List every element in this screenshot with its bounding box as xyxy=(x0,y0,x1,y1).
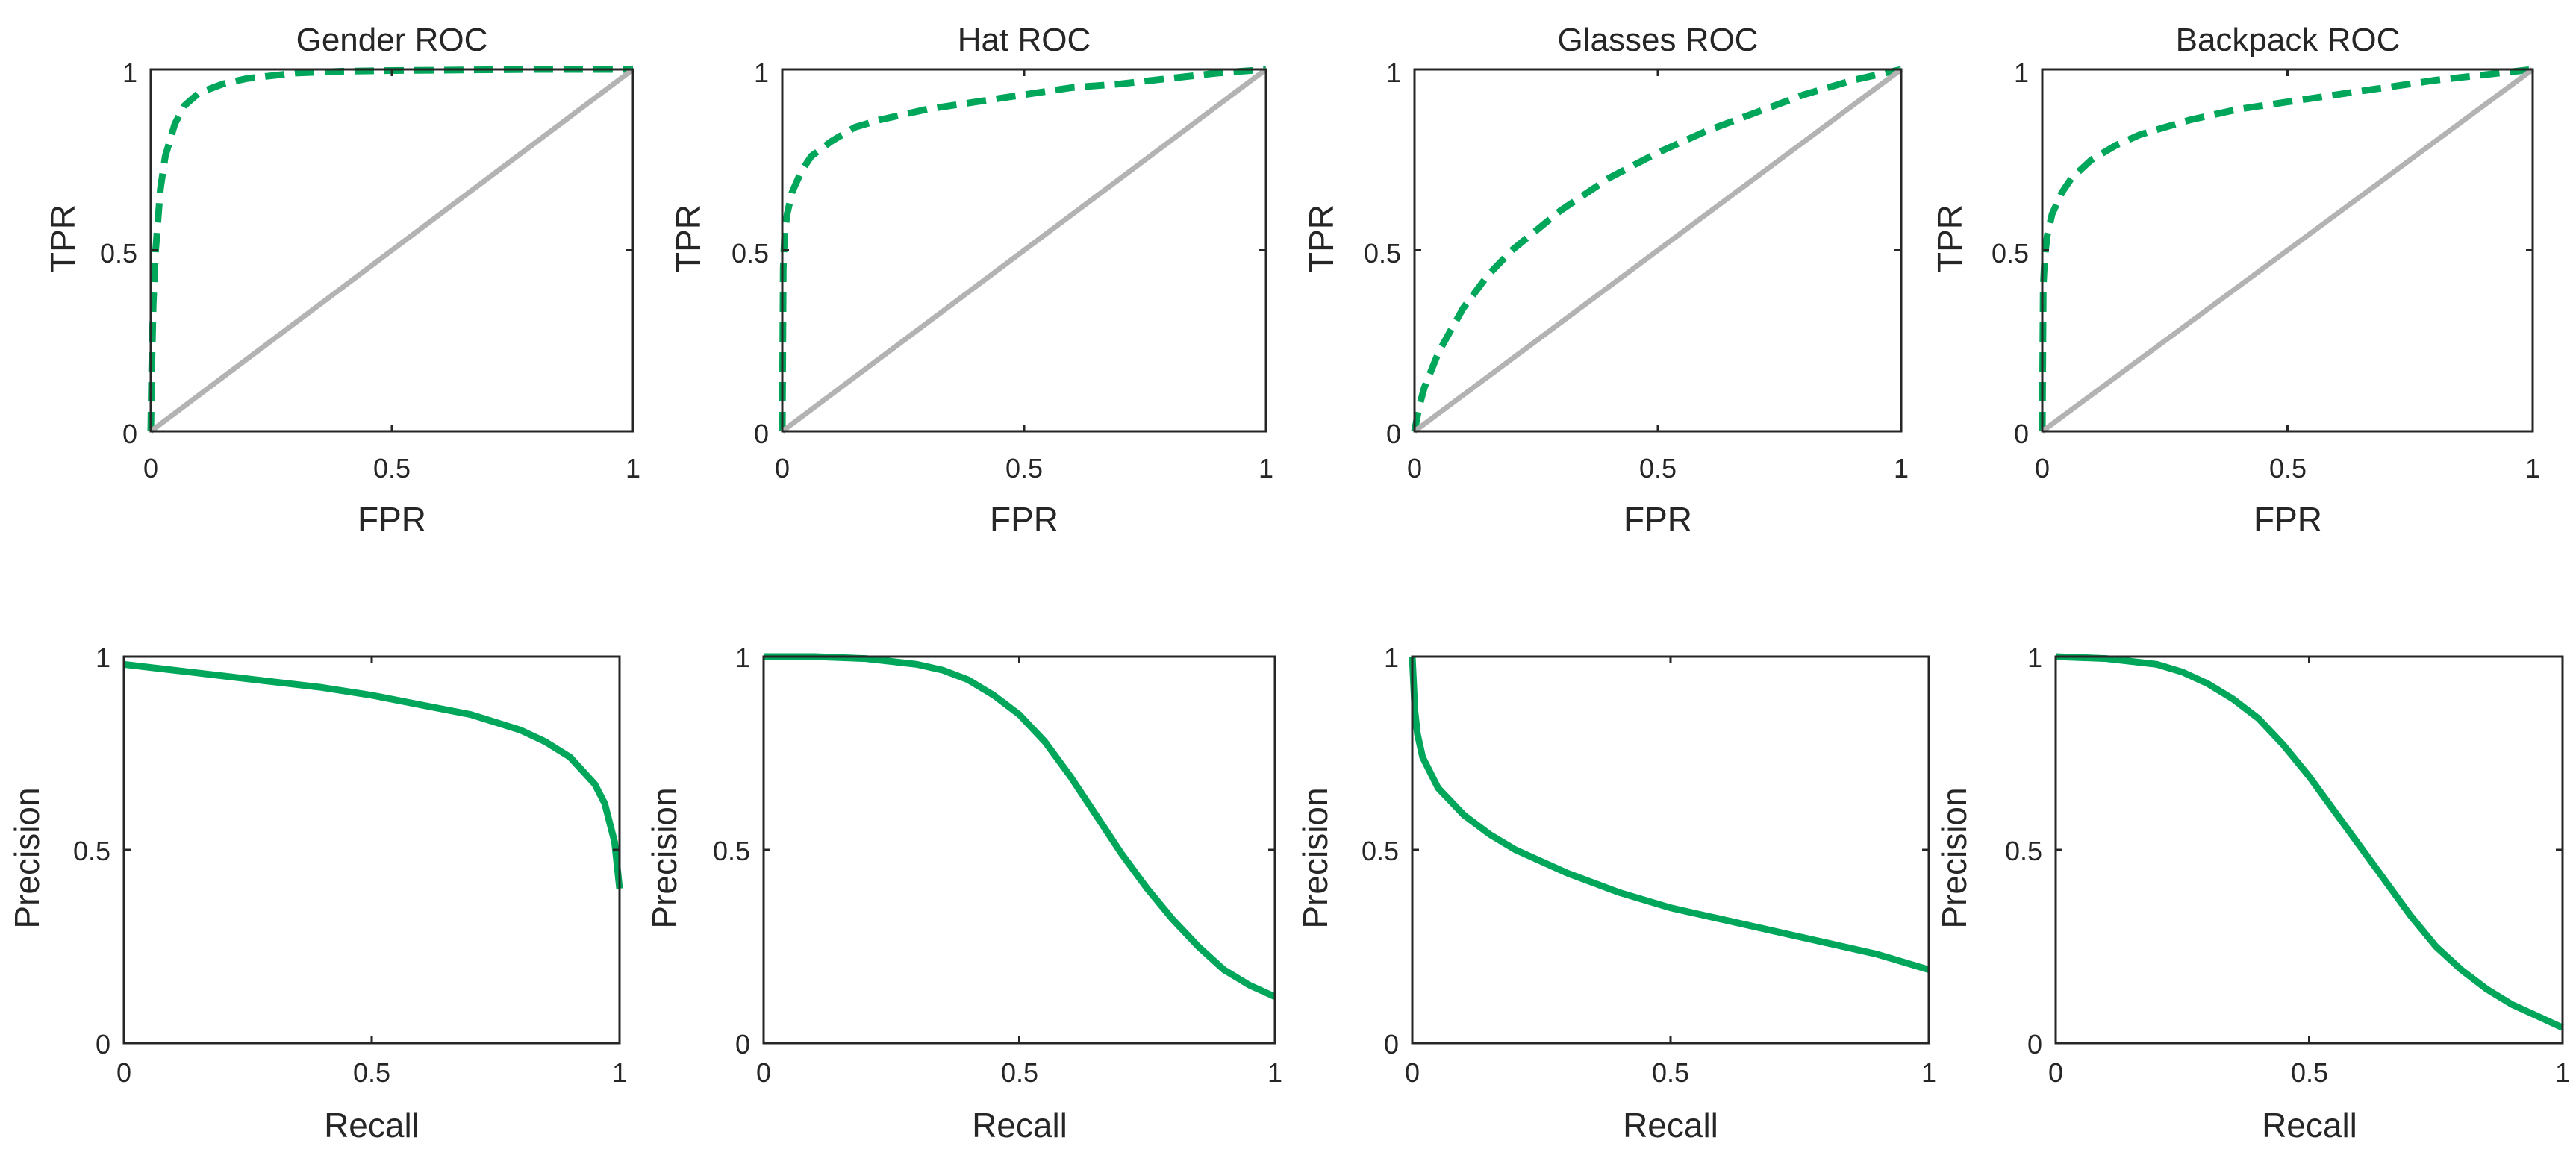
chart-title: Hat ROC xyxy=(958,22,1091,58)
y-tick-label: 0.5 xyxy=(1992,238,2029,269)
y-axis-label: Precision xyxy=(645,787,684,928)
x-tick-label: 1 xyxy=(1267,1057,1282,1088)
model-curve-line xyxy=(123,660,623,889)
chart-title: Glasses ROC xyxy=(1558,22,1759,58)
chance-diagonal-line xyxy=(780,67,1268,434)
x-tick-label: 0.5 xyxy=(1001,1057,1038,1088)
panel-backpack-pr: Recall Precision 0 0.5 1 0 0.5 1 xyxy=(1935,642,2570,1145)
x-tick-label: 0 xyxy=(2035,453,2050,484)
y-axis-label: Precision xyxy=(7,787,46,928)
y-tick-label: 0 xyxy=(2014,419,2029,449)
y-tick-label: 0 xyxy=(96,1029,110,1060)
y-tick-label: 0 xyxy=(122,419,137,449)
x-axis-label: FPR xyxy=(1624,500,1692,539)
y-tick-label: 0.5 xyxy=(73,836,110,866)
y-tick-label: 1 xyxy=(1384,642,1399,673)
x-tick-label: 0.5 xyxy=(353,1057,390,1088)
y-axis-label: TPR xyxy=(1930,204,1969,273)
x-tick-label: 0.5 xyxy=(1005,453,1043,484)
plot-frame xyxy=(1411,655,1930,1045)
x-tick-label: 1 xyxy=(612,1057,627,1088)
y-axis-label: TPR xyxy=(1302,204,1341,273)
x-axis-label: Recall xyxy=(2262,1106,2357,1145)
chance-diagonal-line xyxy=(2040,67,2535,434)
x-axis-label: Recall xyxy=(972,1106,1067,1145)
x-tick-label: 0 xyxy=(775,453,790,484)
y-tick-label: 0 xyxy=(2027,1029,2042,1060)
x-axis-label: FPR xyxy=(990,500,1058,539)
y-tick-label: 0.5 xyxy=(100,238,137,269)
y-tick-label: 1 xyxy=(754,57,769,88)
x-tick-label: 0 xyxy=(2048,1057,2063,1088)
panel-backpack-roc: Backpack ROC FPR TPR 0 0.5 1 0 0.5 1 xyxy=(1930,22,2540,539)
model-curve-line xyxy=(764,653,1276,1000)
x-tick-label: 0.5 xyxy=(1639,453,1677,484)
panel-glasses-roc: Glasses ROC FPR TPR 0 0.5 1 0 0.5 1 xyxy=(1302,22,1909,539)
x-tick-label: 0 xyxy=(1407,453,1422,484)
panel-gender-roc: Gender ROC FPR TPR 0 0.5 1 0 0.5 1 xyxy=(43,22,640,539)
y-tick-label: 0 xyxy=(1386,419,1401,449)
x-tick-label: 0.5 xyxy=(2291,1057,2328,1088)
y-axis-label: Precision xyxy=(1935,787,1974,928)
model-curve-line xyxy=(2055,653,2564,1031)
y-axis-label: TPR xyxy=(43,204,82,273)
y-tick-label: 0 xyxy=(735,1029,750,1060)
x-axis-label: FPR xyxy=(358,500,426,539)
plot-frame xyxy=(122,655,621,1045)
panel-hat-roc: Hat ROC FPR TPR 0 0.5 1 0 0.5 1 xyxy=(669,22,1273,539)
y-tick-label: 0 xyxy=(754,419,769,449)
x-tick-label: 1 xyxy=(1921,1057,1936,1088)
x-tick-label: 1 xyxy=(2555,1057,2570,1088)
x-tick-label: 0 xyxy=(143,453,158,484)
y-tick-label: 1 xyxy=(122,57,137,88)
y-tick-label: 0.5 xyxy=(1362,836,1399,866)
model-curve-line xyxy=(1409,656,1930,973)
x-tick-label: 1 xyxy=(2525,453,2540,484)
x-tick-label: 0.5 xyxy=(2269,453,2307,484)
panel-gender-pr: Recall Precision 0 0.5 1 0 0.5 1 xyxy=(7,642,627,1145)
y-tick-label: 1 xyxy=(2014,57,2029,88)
y-tick-label: 1 xyxy=(735,642,750,673)
x-tick-label: 0.5 xyxy=(373,453,411,484)
x-axis-label: FPR xyxy=(2254,500,2322,539)
model-curve-line xyxy=(779,66,1267,432)
panel-glasses-pr: Recall Precision 0 0.5 1 0 0.5 1 xyxy=(1296,642,1936,1145)
x-tick-label: 0 xyxy=(756,1057,771,1088)
y-axis-label: TPR xyxy=(669,204,708,273)
x-tick-label: 0 xyxy=(1405,1057,1420,1088)
y-tick-label: 0.5 xyxy=(732,238,769,269)
x-tick-label: 1 xyxy=(1259,453,1273,484)
x-tick-label: 0 xyxy=(116,1057,131,1088)
chance-diagonal-line xyxy=(1412,67,1903,434)
y-tick-label: 1 xyxy=(96,642,110,673)
x-tick-label: 0.5 xyxy=(1652,1057,1689,1088)
y-tick-label: 0.5 xyxy=(2005,836,2042,866)
model-curve-line xyxy=(2039,66,2533,432)
y-tick-label: 1 xyxy=(2027,642,2042,673)
y-tick-label: 0.5 xyxy=(1364,238,1401,269)
chance-diagonal-line xyxy=(149,67,635,434)
panel-hat-pr: Recall Precision 0 0.5 1 0 0.5 1 xyxy=(645,642,1282,1145)
model-curve-line xyxy=(1411,66,1902,432)
x-axis-label: Recall xyxy=(1623,1106,1718,1145)
y-tick-label: 1 xyxy=(1386,57,1401,88)
y-tick-label: 0 xyxy=(1384,1029,1399,1060)
y-axis-label: Precision xyxy=(1296,787,1335,928)
y-tick-label: 0.5 xyxy=(713,836,750,866)
x-axis-label: Recall xyxy=(324,1106,420,1145)
chart-title: Backpack ROC xyxy=(2176,22,2401,58)
x-tick-label: 1 xyxy=(1894,453,1909,484)
x-tick-label: 1 xyxy=(626,453,640,484)
chart-title: Gender ROC xyxy=(296,22,488,58)
